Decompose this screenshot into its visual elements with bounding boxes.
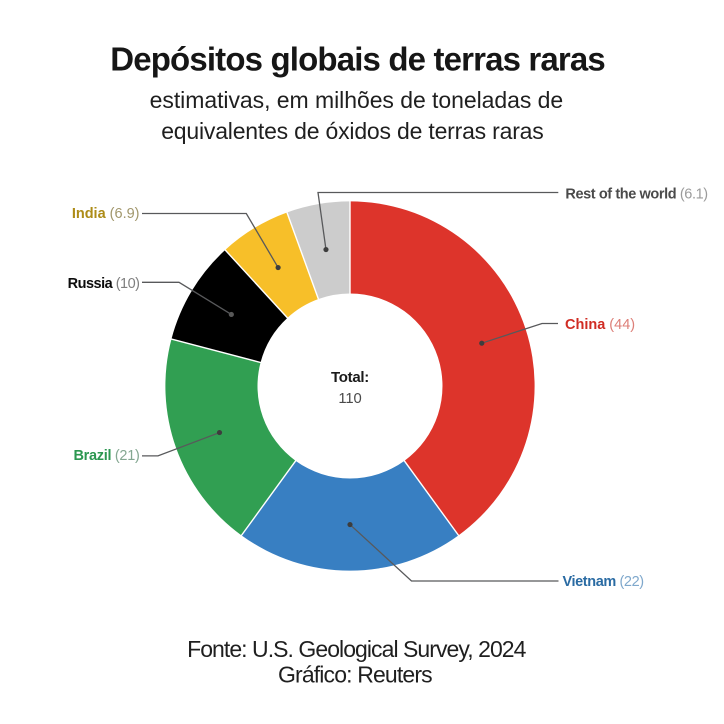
svg-text:Gráfico: Reuters: Gráfico: Reuters <box>278 661 432 687</box>
svg-text:Russia (10): Russia (10) <box>68 276 140 292</box>
svg-text:Depósitos globais de terras ra: Depósitos globais de terras raras <box>110 41 605 78</box>
svg-text:Total:: Total: <box>331 369 369 386</box>
svg-text:Vietnam (22): Vietnam (22) <box>563 574 644 590</box>
svg-text:Brazil (21): Brazil (21) <box>73 448 139 464</box>
svg-text:China (44): China (44) <box>565 317 635 333</box>
svg-text:equivalentes de óxidos de terr: equivalentes de óxidos de terras raras <box>161 118 543 144</box>
svg-text:estimativas, em milhões de ton: estimativas, em milhões de toneladas de <box>150 87 564 113</box>
svg-text:Rest of the world (6.1): Rest of the world (6.1) <box>565 186 707 202</box>
svg-text:Fonte: U.S. Geological Survey,: Fonte: U.S. Geological Survey, 2024 <box>187 636 527 662</box>
svg-text:110: 110 <box>338 391 361 407</box>
svg-text:India (6.9): India (6.9) <box>72 206 140 222</box>
